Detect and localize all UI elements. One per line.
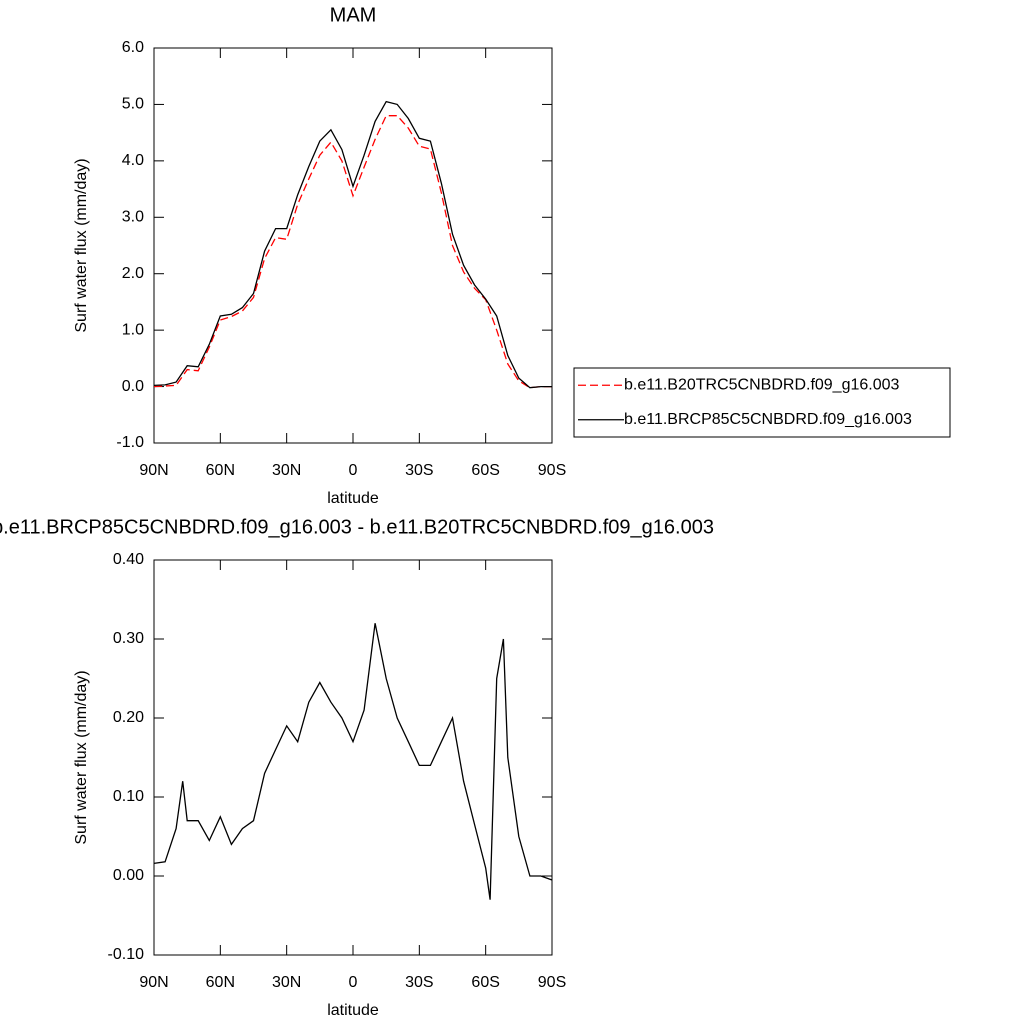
legend-label: b.e11.BRCP85C5CNBDRD.f09_g16.003 [624, 411, 912, 428]
x-tick-label: 30S [405, 462, 433, 479]
y-tick-label: 0.10 [113, 788, 144, 805]
chart-title: b.e11.BRCP85C5CNBDRD.f09_g16.003 - b.e11… [0, 516, 714, 538]
y-tick-label: 2.0 [122, 265, 144, 282]
y-tick-label: 0.40 [113, 551, 144, 568]
x-tick-label: 60N [206, 974, 235, 991]
x-tick-label: 0 [349, 462, 358, 479]
x-tick-label: 30S [405, 974, 433, 991]
x-tick-label: 60N [206, 462, 235, 479]
chart-title: MAM [330, 4, 377, 26]
x-tick-label: 0 [349, 974, 358, 991]
legend-frame [573, 367, 951, 438]
x-tick-label: 60S [471, 462, 499, 479]
y-tick-label: 5.0 [122, 96, 144, 113]
y-tick-label: 3.0 [122, 209, 144, 226]
y-tick-label: 0.20 [113, 709, 144, 726]
x-tick-label: 90S [538, 974, 566, 991]
x-axis-label: latitude [327, 490, 379, 507]
y-axis-label: Surf water flux (mm/day) [73, 158, 90, 332]
x-tick-label: 90N [139, 974, 168, 991]
y-tick-label: 1.0 [122, 321, 144, 338]
data-line [153, 115, 552, 389]
y-tick-label: 0.00 [113, 867, 144, 884]
legend-label: b.e11.B20TRC5CNBDRD.f09_g16.003 [624, 376, 900, 393]
x-tick-label: 60S [471, 974, 499, 991]
x-axis-label: latitude [327, 1002, 379, 1019]
x-tick-label: 30N [272, 462, 301, 479]
y-tick-label: -0.10 [108, 946, 145, 963]
y-tick-label: 6.0 [122, 39, 144, 56]
y-tick-label: 4.0 [122, 152, 144, 169]
y-tick-label: 0.0 [122, 378, 144, 395]
plot-frame [153, 47, 553, 444]
y-axis-label: Surf water flux (mm/day) [73, 670, 90, 844]
x-tick-label: 90S [538, 462, 566, 479]
y-tick-label: 0.30 [113, 630, 144, 647]
x-tick-label: 30N [272, 974, 301, 991]
data-line [153, 623, 553, 900]
y-tick-label: -1.0 [116, 434, 144, 451]
plot-frame [153, 559, 553, 956]
x-tick-label: 90N [139, 462, 168, 479]
data-line [153, 100, 552, 389]
